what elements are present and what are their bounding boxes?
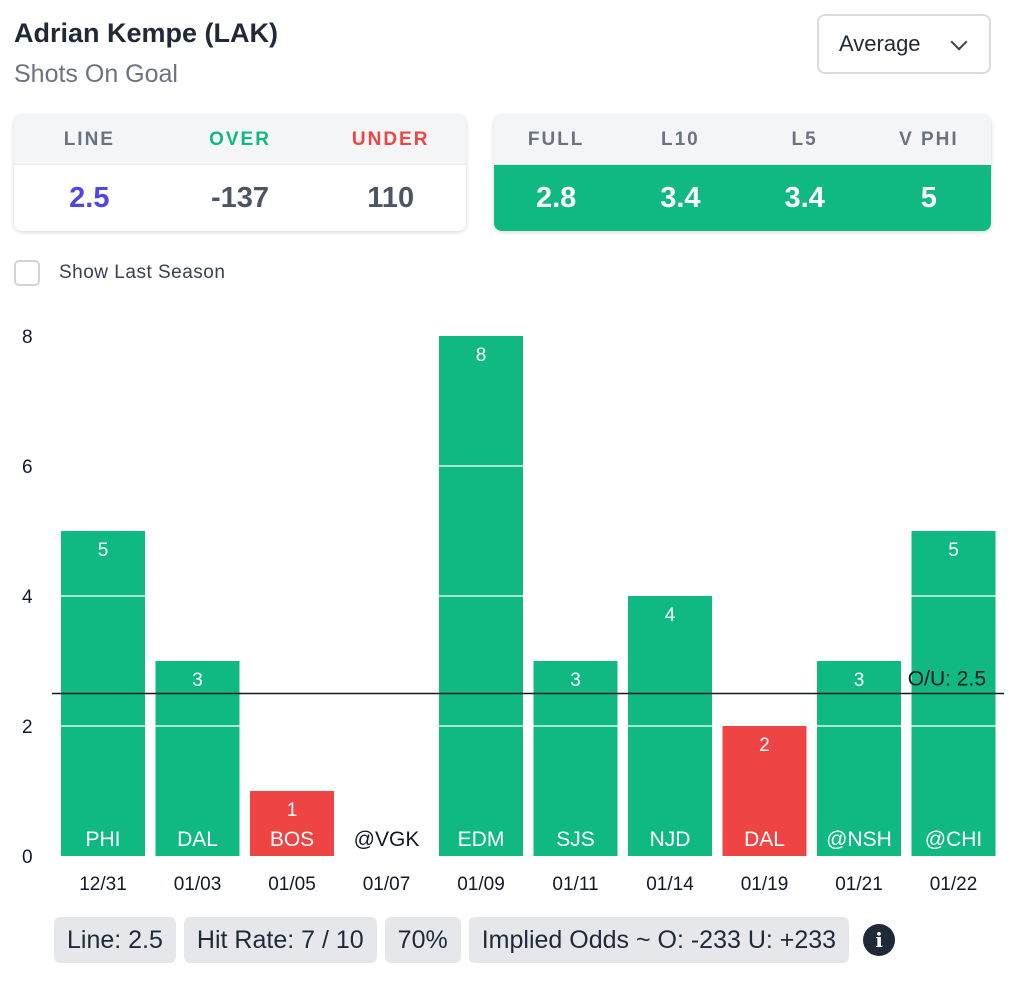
- x-tick-label: 01/11: [552, 874, 598, 895]
- bar-opponent-label: PHI: [85, 828, 120, 851]
- bar-opponent-label: @NSH: [826, 828, 892, 851]
- shots-bar-chart: 0 2 4 6 8 5 PHI 12/31 3 DAL 01/03 1 BOS 01/05 @VGK 01/0…: [22, 327, 1004, 895]
- summary-bar: Line: 2.5 Hit Rate: 7 / 10 70% Implied O…: [54, 917, 896, 963]
- under-header: UNDER: [351, 128, 430, 150]
- bar-opponent-label: EDM: [458, 828, 505, 851]
- x-tick-label: 01/21: [835, 874, 883, 895]
- x-tick-label: 01/14: [646, 874, 694, 895]
- bar-value-label: 3: [570, 670, 581, 691]
- bar-opponent-label: @CHI: [925, 828, 982, 851]
- bar-value-label: 2: [759, 735, 770, 756]
- bar-value-label: 5: [98, 540, 109, 561]
- y-tick-label: 0: [22, 847, 33, 868]
- bar: [722, 726, 807, 856]
- over-odds: -137: [210, 181, 270, 214]
- implied-odds-pill: Implied Odds ~ O: -233 U: +233: [468, 917, 850, 963]
- bar-opponent-label: DAL: [744, 828, 785, 851]
- y-tick-label: 6: [22, 457, 33, 478]
- hit-rate-pill: Hit Rate: 7 / 10: [183, 917, 377, 963]
- x-tick-label: 01/03: [174, 874, 222, 895]
- bar-opponent-label: NJD: [650, 828, 691, 851]
- vs-opponent-header: V PHI: [899, 128, 959, 150]
- over-header: OVER: [209, 128, 271, 150]
- hit-pct-pill: 70%: [384, 917, 461, 963]
- bar-value-label: 3: [854, 670, 865, 691]
- line-pill: Line: 2.5: [54, 917, 176, 963]
- bar-opponent-label: DAL: [177, 828, 218, 851]
- x-tick-label: 01/09: [457, 874, 505, 895]
- l10-avg: 3.4: [660, 181, 701, 214]
- bar-opponent-label: BOS: [270, 828, 314, 851]
- line-header: LINE: [63, 128, 115, 150]
- line-value: 2.5: [69, 181, 110, 214]
- under-odds: 110: [367, 181, 415, 214]
- y-tick-label: 4: [22, 587, 33, 608]
- full-header: FULL: [527, 128, 585, 150]
- full-avg: 2.8: [535, 181, 577, 214]
- market-subtitle: Shots On Goal: [14, 60, 178, 88]
- stat-type-dropdown[interactable]: Average: [817, 14, 991, 74]
- vs-opponent-avg: 5: [920, 181, 937, 214]
- x-tick-label: 01/07: [363, 874, 411, 895]
- bar-value-label: 3: [192, 670, 203, 691]
- l5-header: L5: [791, 128, 818, 150]
- x-tick-label: 12/31: [79, 874, 127, 895]
- bar: [250, 791, 334, 856]
- l10-header: L10: [661, 128, 700, 150]
- show-last-season-label: Show Last Season: [59, 262, 226, 283]
- l5-avg: 3.4: [784, 181, 825, 214]
- odds-card: LINE OVER UNDER 2.5 -137 110: [14, 115, 466, 231]
- info-icon[interactable]: i: [863, 924, 896, 956]
- bar-value-label: 8: [476, 345, 487, 366]
- bar-value-label: 5: [948, 540, 959, 561]
- averages-card: FULL L10 L5 V PHI 2.8 3.4 3.4 5: [494, 115, 991, 231]
- threshold-label: O/U: 2.5: [908, 668, 986, 691]
- bar-opponent-label: @VGK: [354, 828, 420, 851]
- show-last-season-toggle[interactable]: Show Last Season: [14, 260, 225, 286]
- bar-value-label: 1: [287, 800, 298, 821]
- y-tick-label: 2: [22, 717, 33, 738]
- chevron-down-icon: [950, 33, 968, 51]
- x-tick-label: 01/22: [930, 874, 978, 895]
- x-tick-label: 01/05: [268, 874, 316, 895]
- player-title: Adrian Kempe (LAK): [14, 18, 279, 48]
- bar-opponent-label: SJS: [556, 828, 595, 851]
- show-last-season-checkbox[interactable]: [14, 260, 40, 286]
- dropdown-value: Average: [839, 31, 921, 56]
- y-tick-label: 8: [22, 327, 33, 348]
- x-tick-label: 01/19: [741, 874, 789, 895]
- bar-value-label: 4: [665, 605, 676, 626]
